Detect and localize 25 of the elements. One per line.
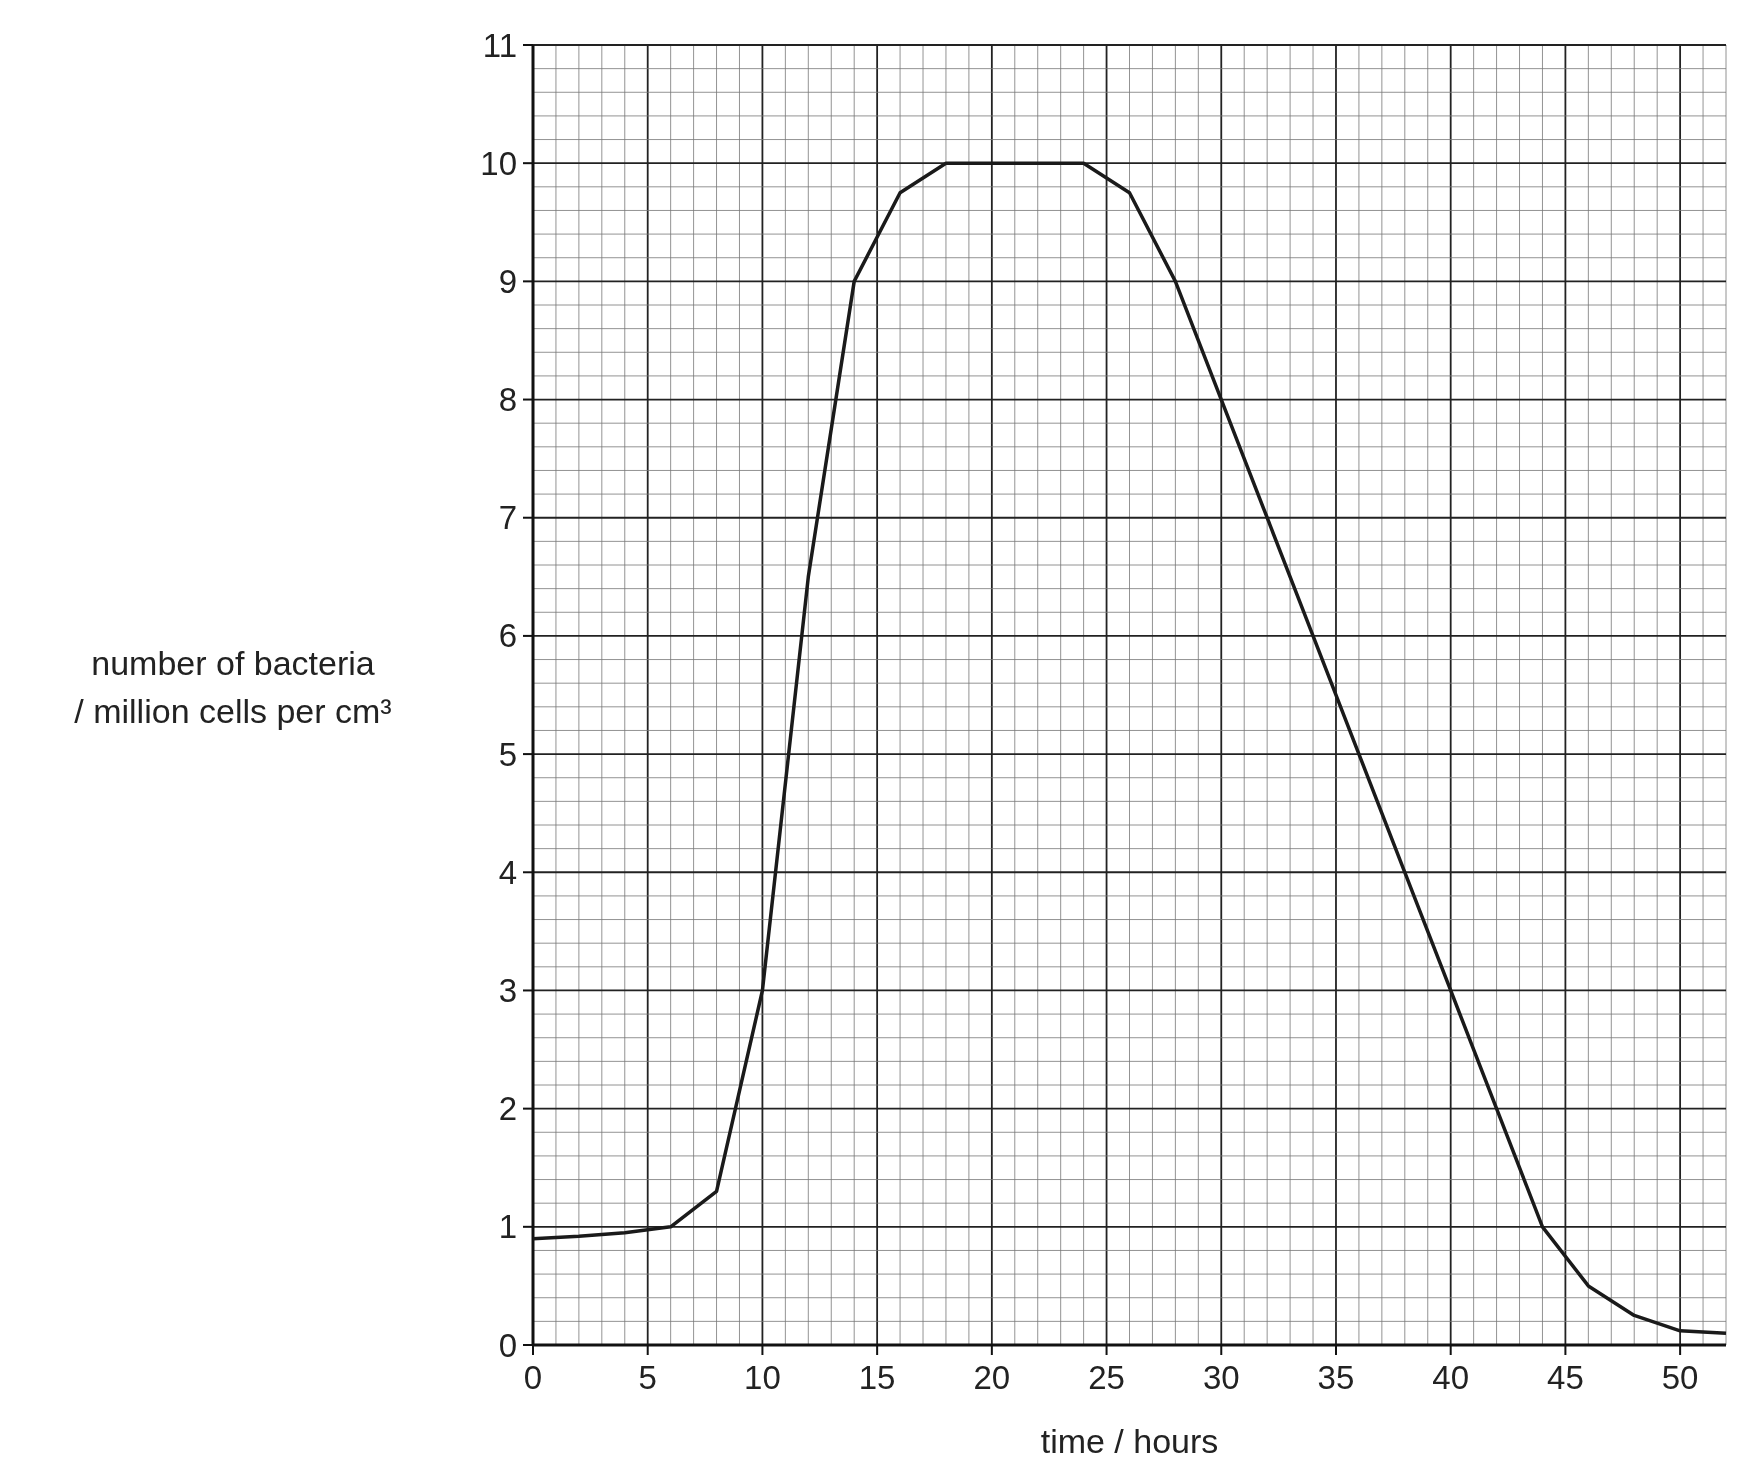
- x-axis-title: time / hours: [1040, 1422, 1219, 1460]
- y-tick-label: 3: [498, 972, 517, 1009]
- x-tick-label: 30: [1202, 1359, 1240, 1396]
- x-tick-label: 10: [744, 1359, 781, 1396]
- y-tick-label: 0: [498, 1326, 517, 1364]
- y-tick-label: 5: [498, 735, 517, 773]
- y-tick-label: 10: [480, 144, 517, 182]
- x-tick-label: 25: [1088, 1359, 1125, 1396]
- y-tick-label: 8: [498, 381, 517, 419]
- x-tick-label: 0: [523, 1359, 543, 1396]
- y-tick-label: 4: [498, 853, 517, 891]
- y-tick-label: 2: [498, 1090, 517, 1128]
- y-tick-label: 6: [498, 617, 517, 655]
- x-tick-label: 50: [1661, 1359, 1699, 1396]
- y-tick-label: 11: [482, 26, 517, 64]
- x-tick-label: 20: [973, 1359, 1011, 1396]
- x-tick-label: 5: [638, 1359, 657, 1396]
- x-tick-label: 45: [1547, 1359, 1584, 1396]
- x-tick-label: 40: [1432, 1359, 1470, 1396]
- y-tick-label: 7: [498, 499, 517, 537]
- y-tick-label: 1: [498, 1208, 517, 1246]
- y-tick-label: 9: [498, 262, 517, 300]
- x-tick-label: 35: [1317, 1359, 1355, 1396]
- x-tick-label: 15: [858, 1359, 896, 1396]
- y-axis-title: number of bacteria / million cells per cm³: [74, 644, 392, 730]
